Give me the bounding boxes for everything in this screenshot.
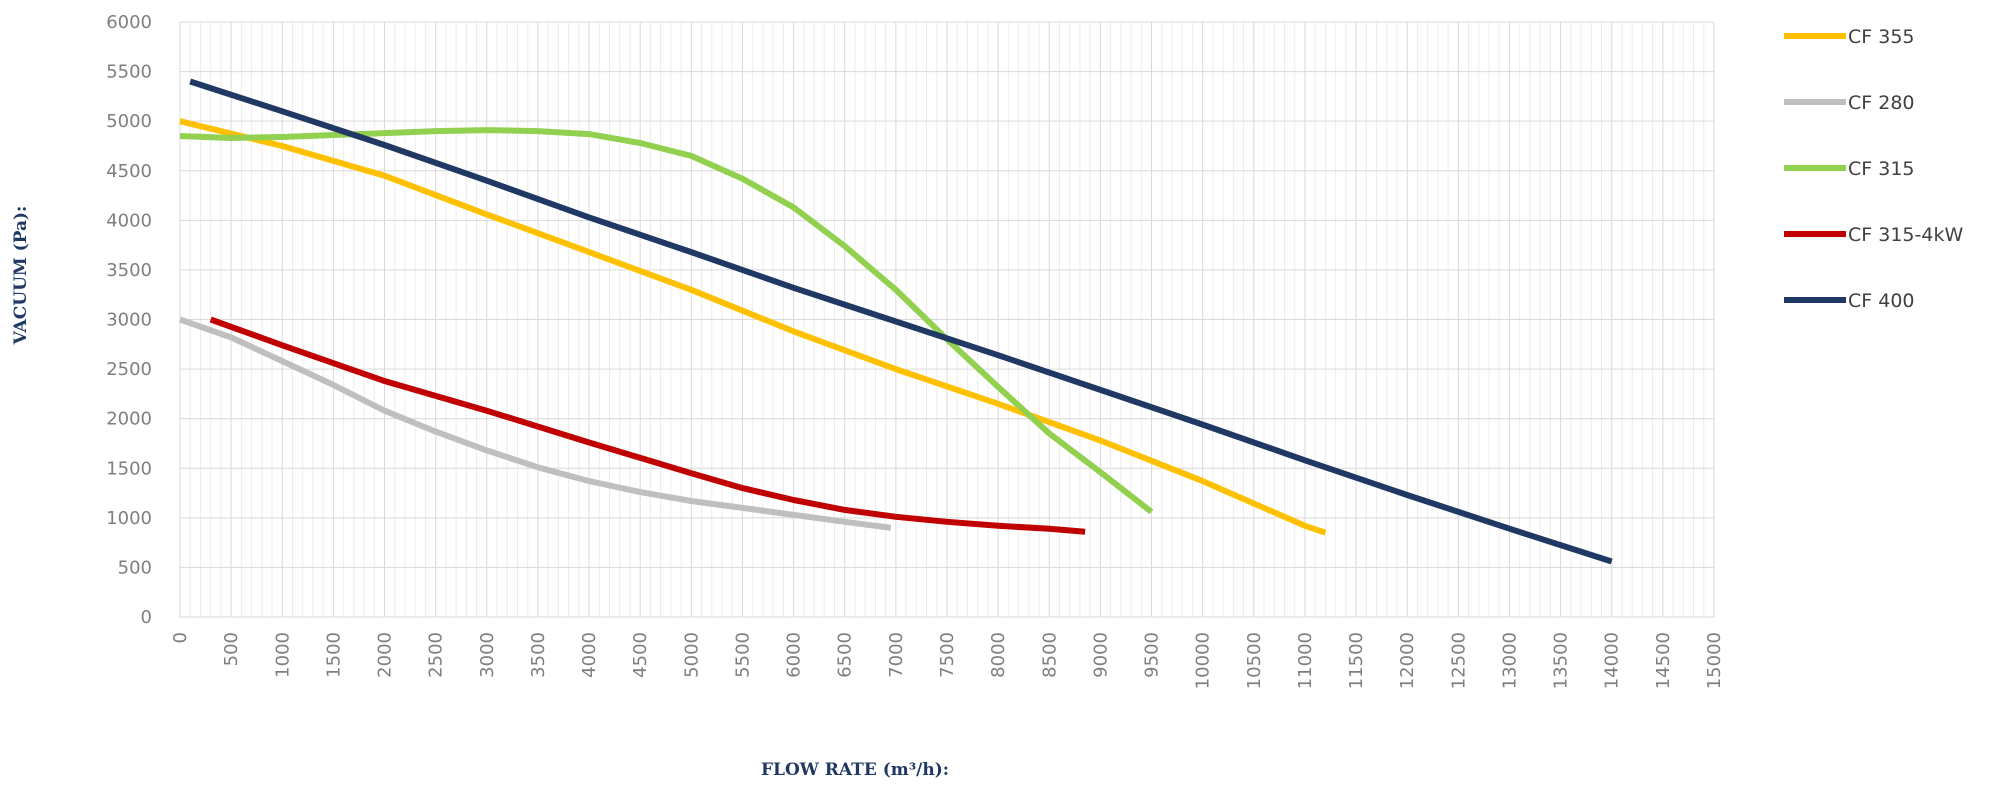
x-tick-label: 9000 xyxy=(1090,632,1111,678)
y-tick-label: 1000 xyxy=(106,508,152,529)
x-tick-label: 11500 xyxy=(1346,632,1367,689)
y-axis-title: VACUUM (Pa): xyxy=(11,206,31,346)
x-tick-label: 15000 xyxy=(1704,632,1725,689)
x-tick-label: 14000 xyxy=(1602,632,1623,689)
y-tick-label: 5500 xyxy=(106,62,152,83)
legend-label: CF 280 xyxy=(1848,92,1915,114)
x-tick-label: 3000 xyxy=(477,632,498,678)
legend-item: CF 315-4kW xyxy=(1784,224,1963,246)
x-tick-label: 12000 xyxy=(1397,632,1418,689)
x-tick-label: 9500 xyxy=(1142,632,1163,678)
x-tick-label: 13000 xyxy=(1499,632,1520,689)
y-tick-label: 2500 xyxy=(106,359,152,380)
x-tick-label: 2000 xyxy=(375,632,396,678)
legend-label: CF 400 xyxy=(1848,290,1915,312)
y-tick-label: 6000 xyxy=(106,12,152,33)
y-tick-label: 3500 xyxy=(106,260,152,281)
x-tick-label: 4000 xyxy=(579,632,600,678)
x-tick-label: 5000 xyxy=(681,632,702,678)
x-tick-label: 14500 xyxy=(1653,632,1674,689)
legend-item: CF 315 xyxy=(1784,158,1915,180)
y-tick-label: 0 xyxy=(141,607,152,628)
series-line-cf-315 xyxy=(179,127,1154,515)
series-lines xyxy=(179,78,1613,565)
series-line-cf-315-4kw xyxy=(209,316,1086,535)
x-tick-label: 7500 xyxy=(937,632,958,678)
legend: CF 355 CF 280 CF 315 CF 315-4kW CF 400 xyxy=(1784,26,1963,312)
y-tick-label: 4500 xyxy=(106,161,152,182)
y-tick-label: 500 xyxy=(118,557,152,578)
gridlines xyxy=(179,21,1715,618)
x-axis-title: FLOW RATE (m³/h): xyxy=(761,760,949,780)
y-tick-label: 2000 xyxy=(106,409,152,430)
x-tick-label: 5500 xyxy=(732,632,753,678)
series-line-cf-280 xyxy=(179,316,892,531)
series-line-cf-400 xyxy=(189,78,1613,565)
legend-label: CF 355 xyxy=(1848,26,1915,48)
x-tick-label: 8000 xyxy=(988,632,1009,678)
y-tick-label: 5000 xyxy=(106,111,152,132)
legend-label: CF 315 xyxy=(1848,158,1915,180)
x-tick-label: 6000 xyxy=(784,632,805,678)
legend-item: CF 280 xyxy=(1784,92,1915,114)
x-tick-label: 11000 xyxy=(1295,632,1316,689)
x-tick-label: 10000 xyxy=(1193,632,1214,689)
series-line-cf-355 xyxy=(179,118,1327,536)
x-tick-label: 13500 xyxy=(1551,632,1572,689)
y-tick-label: 1500 xyxy=(106,458,152,479)
x-tick-label: 2500 xyxy=(426,632,447,678)
x-tick-label: 8500 xyxy=(1039,632,1060,678)
x-tick-label: 0 xyxy=(170,632,191,643)
x-tick-label: 12500 xyxy=(1448,632,1469,689)
y-tick-label: 3000 xyxy=(106,310,152,331)
tick-labels: 0500100015002000250030003500400045005000… xyxy=(106,12,1725,689)
legend-label: CF 315-4kW xyxy=(1848,224,1963,246)
x-tick-label: 1500 xyxy=(323,632,344,678)
x-tick-label: 10500 xyxy=(1244,632,1265,689)
x-tick-label: 7000 xyxy=(886,632,907,678)
x-tick-label: 500 xyxy=(221,632,242,666)
x-tick-label: 1000 xyxy=(272,632,293,678)
legend-item: CF 400 xyxy=(1784,290,1915,312)
x-tick-label: 4500 xyxy=(630,632,651,678)
x-tick-label: 6500 xyxy=(835,632,856,678)
legend-item: CF 355 xyxy=(1784,26,1915,48)
x-tick-label: 3500 xyxy=(528,632,549,678)
y-tick-label: 4000 xyxy=(106,210,152,231)
